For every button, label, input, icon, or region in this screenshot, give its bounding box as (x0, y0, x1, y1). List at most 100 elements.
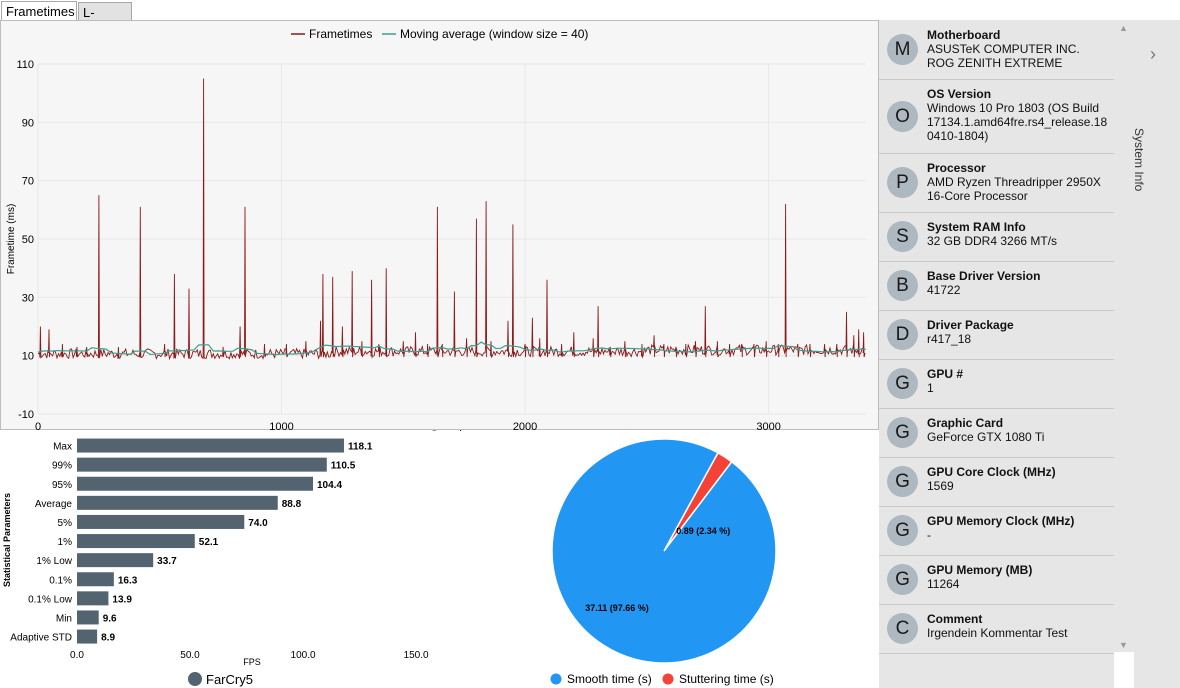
entry-initial-avatar: G (887, 368, 918, 399)
frametime-chart: -10 10 30 50 70 90 110 0 1000 2000 3000 Samples Fram… (0, 20, 879, 431)
entry-value: 11264 (927, 577, 960, 591)
x-tick-label: 0 (35, 421, 41, 431)
stat-value-label: 33.7 (157, 556, 177, 567)
entry-name: GPU Core Clock (MHz) (927, 465, 1056, 479)
entry-name: GPU # (927, 367, 964, 381)
x-tick-label: 100.0 (291, 650, 316, 661)
entry-value: Windows 10 Pro 1803 (OS Build 17134.1.am… (927, 101, 1108, 143)
stat-value-label: 104.4 (317, 480, 342, 491)
pie-slice (551, 438, 777, 664)
system-info-entry: P Processor AMD Ryzen Threadripper 2950X 1… (879, 153, 1114, 213)
stat-category-label: 0.1% (49, 575, 72, 586)
y-tick-label: 10 (22, 351, 34, 363)
system-info-entry: S System RAM Info 32 GB DDR4 3266 MT/s (879, 212, 1114, 262)
stat-value-label: 118.1 (348, 442, 373, 453)
y-tick-label: 50 (22, 234, 34, 246)
x-tick-label: 3000 (756, 421, 780, 431)
entry-initial-avatar: S (887, 221, 918, 252)
stat-category-label: Max (53, 442, 72, 453)
entry-initial-avatar: G (887, 564, 918, 595)
tab-bar: Frametimes L-shape (0, 0, 1180, 39)
x-tick-label: 0.0 (70, 650, 84, 661)
frametime-chart-svg: -10 10 30 50 70 90 110 0 1000 2000 3000 Samples Fram… (6, 27, 867, 431)
entry-value: 41722 (927, 283, 961, 297)
entry-initial-avatar: M (887, 34, 918, 65)
system-info-entry: G Graphic Card GeForce GTX 1080 Ti (879, 408, 1114, 458)
entry-value: 32 GB DDR4 3266 MT/s (927, 234, 1058, 248)
frametimes-line (37, 78, 866, 361)
entry-initial-avatar: B (887, 270, 918, 301)
triangle-up-icon[interactable]: ▲ (1119, 23, 1128, 33)
legend-farcry5-label: FarCry5 (206, 672, 253, 687)
entry-initial-avatar: G (887, 417, 918, 448)
entry-name: OS Version (927, 87, 992, 101)
stat-value-label: 74.0 (248, 518, 268, 529)
stat-category-label: Min (56, 613, 72, 624)
y-axis-label: Frametime (ms) (6, 204, 17, 275)
system-info-entry: G GPU Memory Clock (MHz) - (879, 506, 1114, 556)
system-info-entry: G GPU #1 (879, 359, 1114, 409)
legend-smooth-label: Smooth time (s) (567, 672, 652, 686)
entry-value: AMD Ryzen Threadripper 2950X 16-Core Pro… (927, 175, 1101, 203)
entry-name: Comment (927, 612, 983, 626)
entry-value: r417_18 (927, 332, 972, 346)
chevron-right-icon[interactable]: › (1150, 44, 1156, 64)
tab-l-shape[interactable]: L-shape (78, 2, 132, 39)
entry-initial-avatar: D (887, 319, 918, 350)
stat-bar (77, 610, 99, 625)
entry-name: System RAM Info (927, 220, 1026, 234)
stat-value-label: 52.1 (199, 537, 219, 548)
entry-initial-avatar: G (887, 466, 918, 497)
entry-name: GPU Memory Clock (MHz) (927, 514, 1075, 528)
entry-value: 1 (927, 381, 934, 395)
stat-value-label: 13.9 (112, 594, 132, 605)
stat-bar (77, 438, 344, 453)
stat-category-label: 1% (58, 537, 73, 548)
stat-category-label: Average (35, 499, 73, 510)
stat-bar (77, 476, 314, 491)
x-tick-label: 50.0 (180, 650, 200, 661)
system-info-scrollbar[interactable]: ▲ ▼ (1114, 20, 1134, 652)
stat-value-label: 88.8 (282, 499, 302, 510)
entry-value: ASUSTeK COMPUTER INC. ROG ZENITH EXTREME (927, 42, 1080, 70)
x-axis-label: Samples (431, 429, 474, 431)
stat-category-label: 0.1% Low (28, 594, 73, 605)
entry-value: GeForce GTX 1080 Ti (927, 430, 1045, 444)
statistics-bar-chart: Max 118.1 99% 110.5 95% 104.4 Average 88.8 5% 74.… (2, 438, 429, 687)
stat-bar (77, 553, 154, 568)
stat-category-label: Adaptive STD (10, 633, 72, 644)
stat-value-label: 9.6 (103, 613, 117, 624)
y-tick-label: 110 (16, 59, 34, 71)
stat-bar (77, 495, 278, 510)
system-info-entry: O OS Version Windows 10 Pro 1803 (OS Build… (879, 79, 1114, 154)
entry-value: Irgendein Kommentar Test (927, 626, 1068, 640)
system-info-entry: M Motherboard ASUSTeK COMPUTER INC. ROG ZE… (879, 20, 1114, 80)
tab-frametimes[interactable]: Frametimes (1, 1, 77, 21)
legend-stutter-label: Stuttering time (s) (679, 672, 774, 686)
y-tick-label: 90 (22, 117, 34, 129)
entry-name: Motherboard (927, 28, 1001, 42)
y-tick-label: 30 (22, 292, 34, 304)
stat-category-label: 95% (52, 480, 72, 491)
stat-bar (77, 572, 114, 587)
legend-stutter-swatch (662, 673, 674, 685)
system-info-entry: G GPU Core Clock (MHz) 1569 (879, 457, 1114, 507)
legend-frametimes-label: Frametimes (309, 27, 372, 41)
system-info-toggle-strip[interactable] (1134, 20, 1180, 688)
entry-initial-avatar: O (887, 101, 918, 132)
entry-name: Graphic Card (927, 416, 1004, 430)
entry-value: 1569 (927, 479, 954, 493)
entry-name: Driver Package (927, 318, 1014, 332)
stat-category-label: 99% (52, 461, 72, 472)
stat-bar (77, 457, 327, 472)
stat-value-label: 110.5 (331, 461, 356, 472)
stat-value-label: 8.9 (101, 633, 115, 644)
entry-name: Base Driver Version (927, 269, 1041, 283)
x-tick-label: 2000 (513, 421, 537, 431)
pie-slice-label: 0.89 (2.34 %) (676, 526, 730, 536)
system-info-entry: D Driver Package r417_18 (879, 310, 1114, 360)
triangle-down-icon[interactable]: ▼ (1119, 640, 1128, 650)
entry-initial-avatar: C (887, 613, 918, 644)
x-tick-label: 150.0 (404, 650, 429, 661)
y-tick-label: 70 (22, 176, 34, 188)
